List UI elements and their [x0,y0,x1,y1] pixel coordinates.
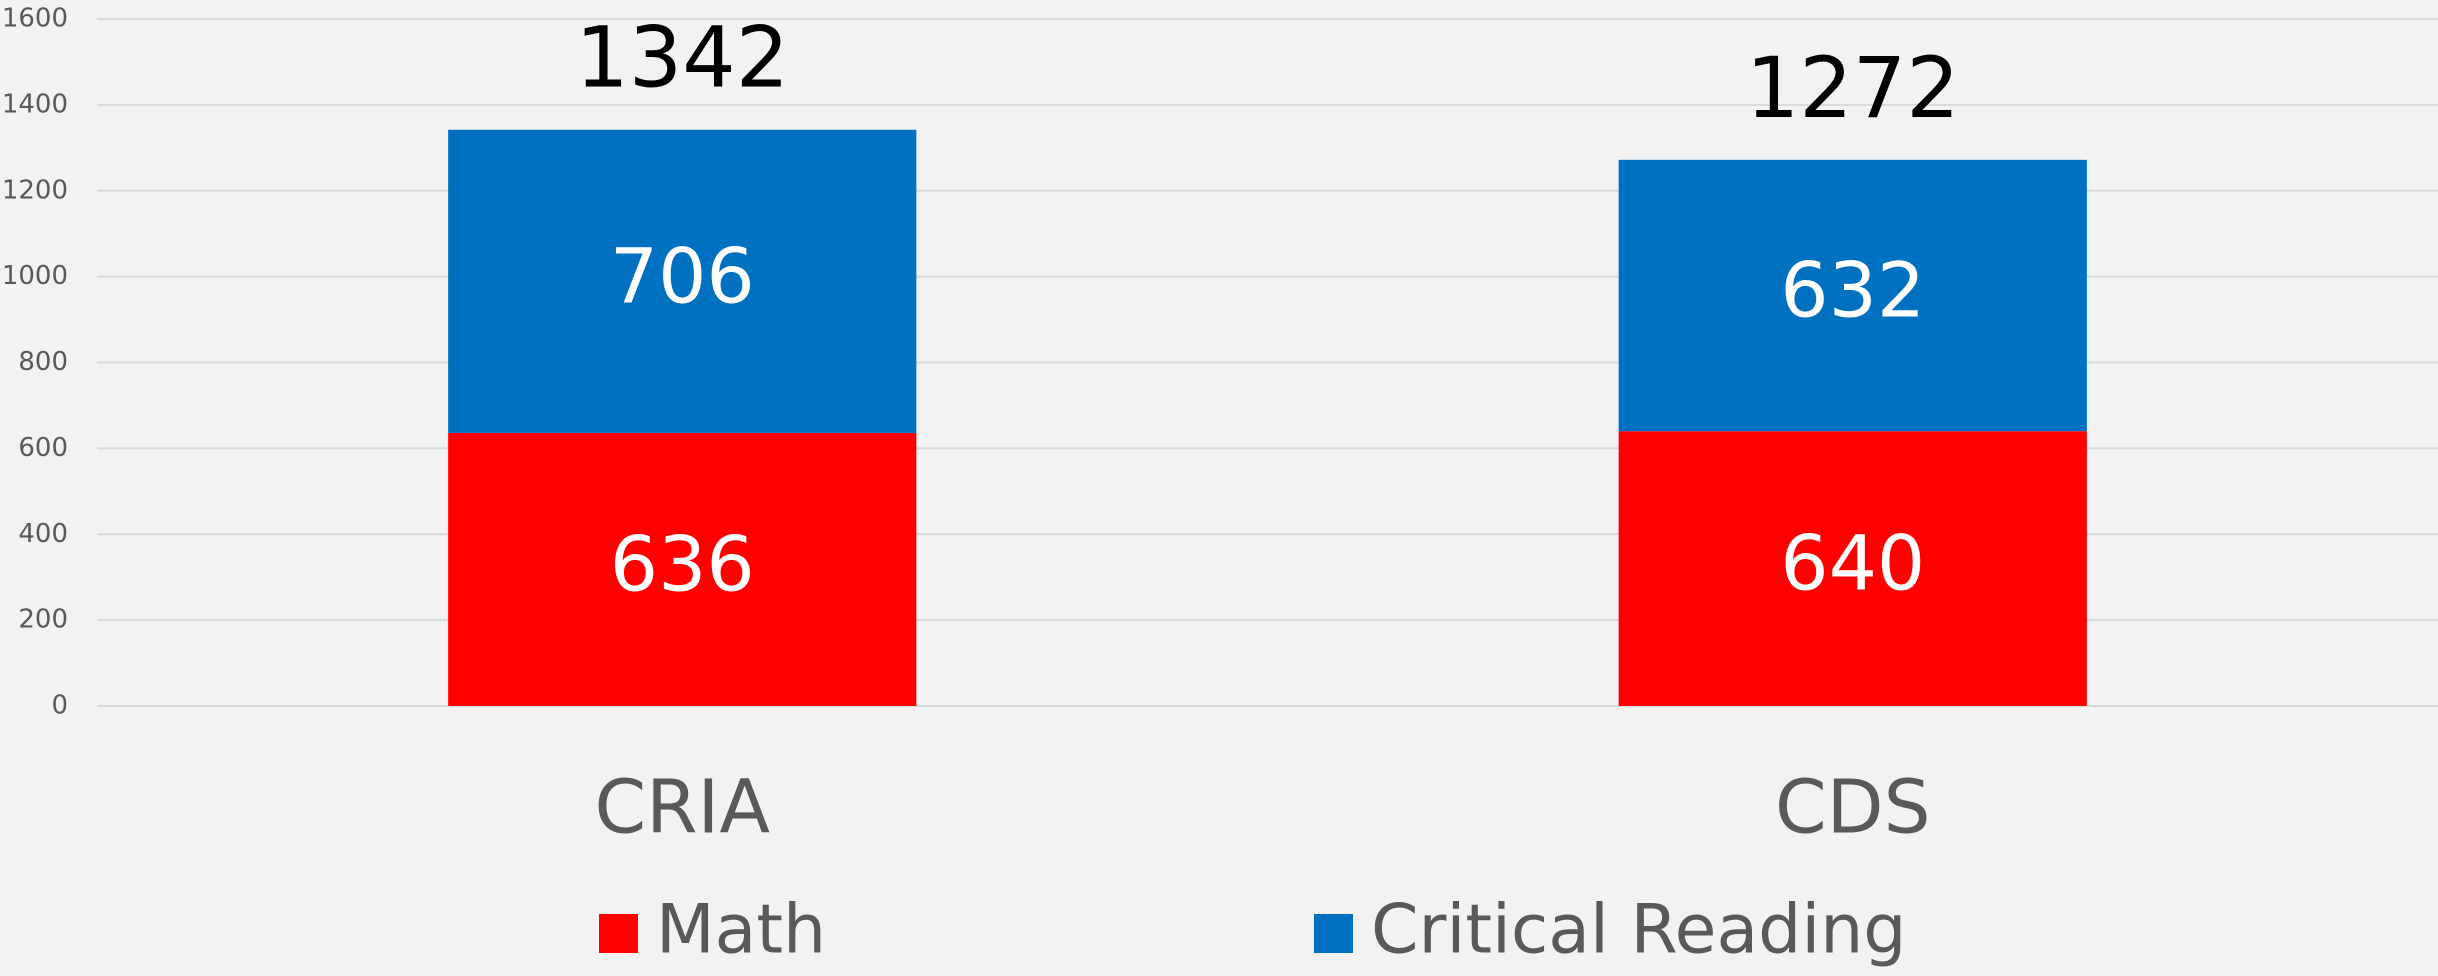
y-tick-label: 400 [18,519,68,549]
data-label: 640 [1780,519,1925,608]
data-label: 632 [1780,246,1925,335]
total-label: 1342 [575,9,789,107]
y-tick-label: 600 [18,433,68,463]
y-tick-label: 0 [51,691,68,721]
y-tick-label: 1600 [2,4,68,34]
y-tick-label: 1000 [2,261,68,291]
bar-segment [448,432,917,706]
y-tick-label: 800 [18,347,68,377]
legend-label: Math [656,891,826,970]
bar-segment [1618,159,2087,432]
legend-label: Critical Reading [1371,891,1906,970]
bar-segment [1618,431,2087,706]
total-label: 1272 [1746,39,1960,137]
data-label: 706 [610,231,755,320]
y-tick-label: 200 [18,605,68,635]
y-tick-label: 1400 [2,89,68,119]
y-tick-label: 1200 [2,175,68,205]
x-tick-label: CRIA [594,765,770,851]
x-tick-label: CDS [1775,765,1931,851]
legend-swatch [599,914,638,953]
data-label: 636 [610,519,755,608]
legend-swatch [1314,914,1353,953]
bar-segment [448,129,917,433]
